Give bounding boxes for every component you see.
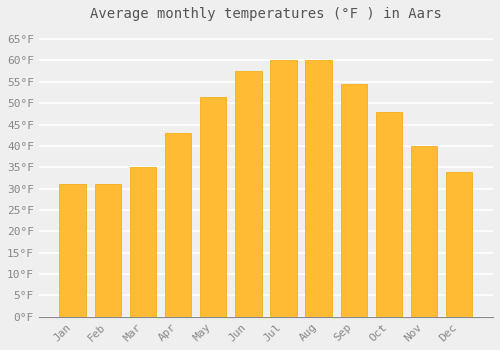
Bar	[235, 71, 262, 317]
Bar	[411, 146, 438, 317]
Bar	[94, 184, 121, 317]
Bar	[270, 61, 296, 317]
Bar	[340, 84, 367, 317]
Bar	[306, 61, 332, 317]
Title: Average monthly temperatures (°F ) in Aars: Average monthly temperatures (°F ) in Aa…	[90, 7, 442, 21]
Bar	[60, 184, 86, 317]
Bar	[200, 97, 226, 317]
Bar	[130, 167, 156, 317]
Bar	[446, 172, 472, 317]
Bar	[165, 133, 191, 317]
Bar	[376, 112, 402, 317]
